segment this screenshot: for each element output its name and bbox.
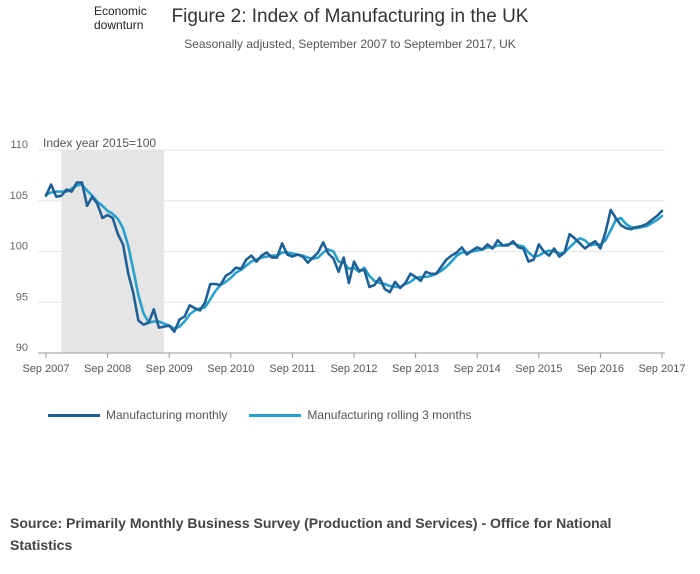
chart-subtitle: Seasonally adjusted, September 2007 to S… <box>184 37 516 51</box>
x-tick-label: Sep 2015 <box>515 363 562 375</box>
x-tick-label: Sep 2008 <box>84 363 131 375</box>
y-tick-label: 100 <box>10 241 28 253</box>
x-tick-label: Sep 2016 <box>577 363 624 375</box>
legend: Manufacturing monthly Manufacturing roll… <box>48 408 472 422</box>
x-tick-label: Sep 2011 <box>269 363 315 375</box>
downturn-label: Economic downturn <box>94 4 147 32</box>
y-axis-ticks: 90 95 100 105 110 <box>10 139 28 354</box>
x-tick-label: Sep 2013 <box>392 363 439 375</box>
source-note: Source: Primarily Monthly Business Surve… <box>10 515 612 553</box>
x-tick-label: Sep 2012 <box>330 363 377 375</box>
x-axis: Sep 2007 Sep 2008 Sep 2009 Sep 2010 Sep 2011… <box>22 352 686 375</box>
y-axis-label: Index year 2015=100 <box>43 136 156 150</box>
data-series <box>44 181 664 334</box>
legend-swatch-rolling <box>249 413 302 417</box>
y-tick-label: 95 <box>16 291 28 303</box>
x-tick-label: Sep 2010 <box>207 363 254 375</box>
y-tick-label: 105 <box>10 190 28 202</box>
x-tick-label: Sep 2014 <box>454 363 501 375</box>
legend-item-monthly: Manufacturing monthly <box>48 408 227 422</box>
legend-item-rolling: Manufacturing rolling 3 months <box>249 408 472 422</box>
chart-title: Figure 2: Index of Manufacturing in the … <box>171 6 529 27</box>
legend-label-rolling: Manufacturing rolling 3 months <box>307 408 472 422</box>
x-tick-label: Sep 2017 <box>638 363 685 375</box>
legend-label-monthly: Manufacturing monthly <box>106 408 228 422</box>
series-line-monthly <box>44 181 664 334</box>
x-tick-label: Sep 2007 <box>22 363 69 375</box>
legend-swatch-monthly <box>48 413 100 417</box>
y-tick-label: 110 <box>10 139 28 151</box>
x-tick-label: Sep 2009 <box>146 363 193 375</box>
y-tick-label: 90 <box>16 342 28 354</box>
